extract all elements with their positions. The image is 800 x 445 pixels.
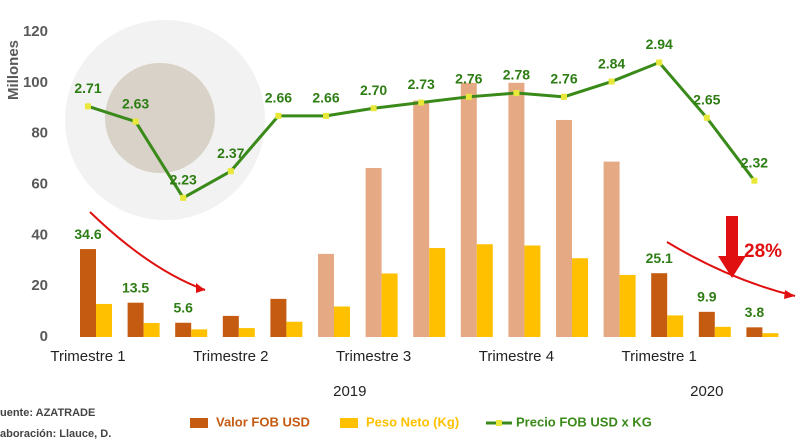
bar	[334, 306, 350, 337]
line-marker	[751, 177, 758, 184]
bar	[191, 329, 208, 337]
y-tick-label: 0	[40, 328, 48, 345]
bar	[413, 100, 430, 337]
data-label: 9.9	[697, 289, 717, 305]
data-label: 2.71	[74, 80, 101, 96]
y-tick-label: 60	[31, 175, 48, 192]
data-label: 2.94	[646, 36, 673, 52]
legend-swatch	[340, 418, 358, 428]
arrow-head	[784, 290, 795, 299]
line-marker	[275, 112, 282, 119]
legend-swatch	[496, 420, 502, 426]
y-tick-label: 20	[31, 277, 48, 294]
source: aboración: Llauce, D.	[0, 428, 111, 440]
bar	[714, 326, 731, 337]
data-label: 2.76	[455, 71, 482, 87]
line-marker	[561, 93, 567, 100]
data-label: 2.65	[693, 91, 720, 107]
legend-label: Precio FOB USD x KG	[516, 414, 652, 429]
bar	[127, 302, 144, 337]
bar	[270, 298, 287, 337]
data-label: 2.63	[122, 95, 149, 111]
bar	[667, 315, 684, 337]
data-label: 2.66	[312, 90, 339, 106]
year-label: 2019	[333, 383, 366, 400]
data-label: 2.37	[217, 145, 244, 161]
bar	[143, 323, 160, 337]
line-marker	[465, 93, 472, 100]
data-label: 3.8	[745, 304, 765, 320]
data-label: 5.6	[173, 299, 193, 315]
bar	[619, 274, 636, 337]
bar	[286, 321, 303, 337]
data-label: 2.78	[503, 67, 530, 83]
legend-label: Peso Neto (Kg)	[366, 414, 459, 429]
data-label: 2.84	[598, 55, 625, 71]
annotation: 28%	[744, 241, 782, 262]
bar	[80, 249, 96, 337]
bar	[318, 253, 334, 337]
line-marker	[227, 168, 234, 175]
bar	[96, 303, 112, 337]
x-tick-label: Trimestre 2	[193, 348, 268, 365]
line-marker	[132, 118, 139, 125]
bar	[365, 167, 382, 337]
bar	[603, 161, 620, 337]
data-label: 13.5	[122, 279, 149, 295]
data-label: 2.23	[170, 172, 197, 188]
data-label: 2.32	[741, 154, 768, 170]
year-label: 2020	[690, 383, 723, 400]
line-marker	[418, 99, 425, 106]
line-marker	[513, 90, 520, 96]
line-marker	[370, 105, 377, 112]
line-marker	[323, 112, 329, 119]
bar	[556, 119, 572, 337]
data-label: 25.1	[646, 250, 673, 266]
x-tick-label: Trimestre 1	[50, 348, 125, 365]
line-marker	[85, 103, 91, 110]
data-label: 2.66	[265, 90, 292, 106]
arrow-head	[196, 283, 205, 293]
cup-decoration	[105, 63, 215, 173]
data-label: 2.70	[360, 82, 387, 98]
data-label: 2.76	[550, 71, 577, 87]
bar	[175, 322, 192, 337]
bar	[762, 333, 779, 337]
line-marker	[180, 194, 187, 201]
y-tick-label: 100	[23, 74, 48, 91]
bar	[698, 311, 715, 337]
line-marker	[703, 114, 710, 121]
bar	[238, 328, 255, 337]
line-marker	[608, 78, 615, 85]
bar	[651, 273, 668, 337]
trend-arrow	[89, 211, 206, 291]
legend-swatch	[190, 418, 208, 428]
bar	[381, 273, 398, 337]
x-tick-label: Trimestre 1	[622, 348, 697, 365]
bar	[429, 248, 446, 337]
bar	[460, 82, 477, 337]
y-tick-label: 80	[31, 125, 48, 142]
bar	[222, 315, 239, 337]
data-label: 34.6	[74, 226, 101, 242]
line-marker	[656, 59, 663, 66]
bar	[524, 245, 541, 337]
source: uente: AZATRADE	[0, 407, 95, 419]
bar	[572, 258, 588, 337]
data-label: 2.73	[408, 76, 435, 92]
y-axis-label: Millones	[5, 40, 22, 100]
y-tick-label: 40	[31, 226, 48, 243]
y-tick-label: 120	[23, 23, 48, 40]
legend-label: Valor FOB USD	[216, 414, 310, 429]
bar	[508, 82, 525, 337]
x-tick-label: Trimestre 4	[479, 348, 554, 365]
down-arrow	[718, 216, 746, 278]
bar	[476, 244, 493, 337]
x-tick-label: Trimestre 3	[336, 348, 411, 365]
bar	[746, 327, 763, 337]
